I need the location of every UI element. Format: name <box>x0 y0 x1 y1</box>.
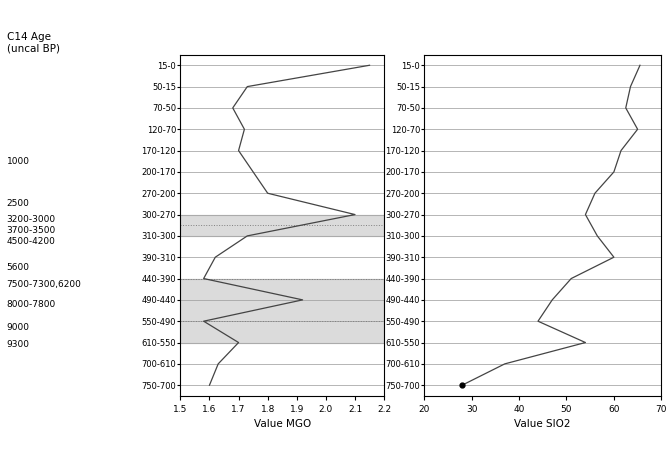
X-axis label: Value MGO: Value MGO <box>254 420 311 430</box>
Text: 3200-3000: 3200-3000 <box>7 215 56 224</box>
Bar <box>180 215 384 236</box>
Text: C14 Age
(uncal BP): C14 Age (uncal BP) <box>7 32 59 53</box>
X-axis label: Value SIO2: Value SIO2 <box>514 420 571 430</box>
Text: 8000-7800: 8000-7800 <box>7 300 56 308</box>
Text: 1000: 1000 <box>7 157 29 166</box>
Text: 9300: 9300 <box>7 340 29 349</box>
Text: 9000: 9000 <box>7 323 29 332</box>
Text: 7500-7300,6200: 7500-7300,6200 <box>7 280 81 289</box>
Text: 2500: 2500 <box>7 199 29 208</box>
Bar <box>180 278 384 343</box>
Text: 3700-3500: 3700-3500 <box>7 226 56 235</box>
Text: 4500-4200: 4500-4200 <box>7 237 55 246</box>
Text: 5600: 5600 <box>7 263 29 273</box>
